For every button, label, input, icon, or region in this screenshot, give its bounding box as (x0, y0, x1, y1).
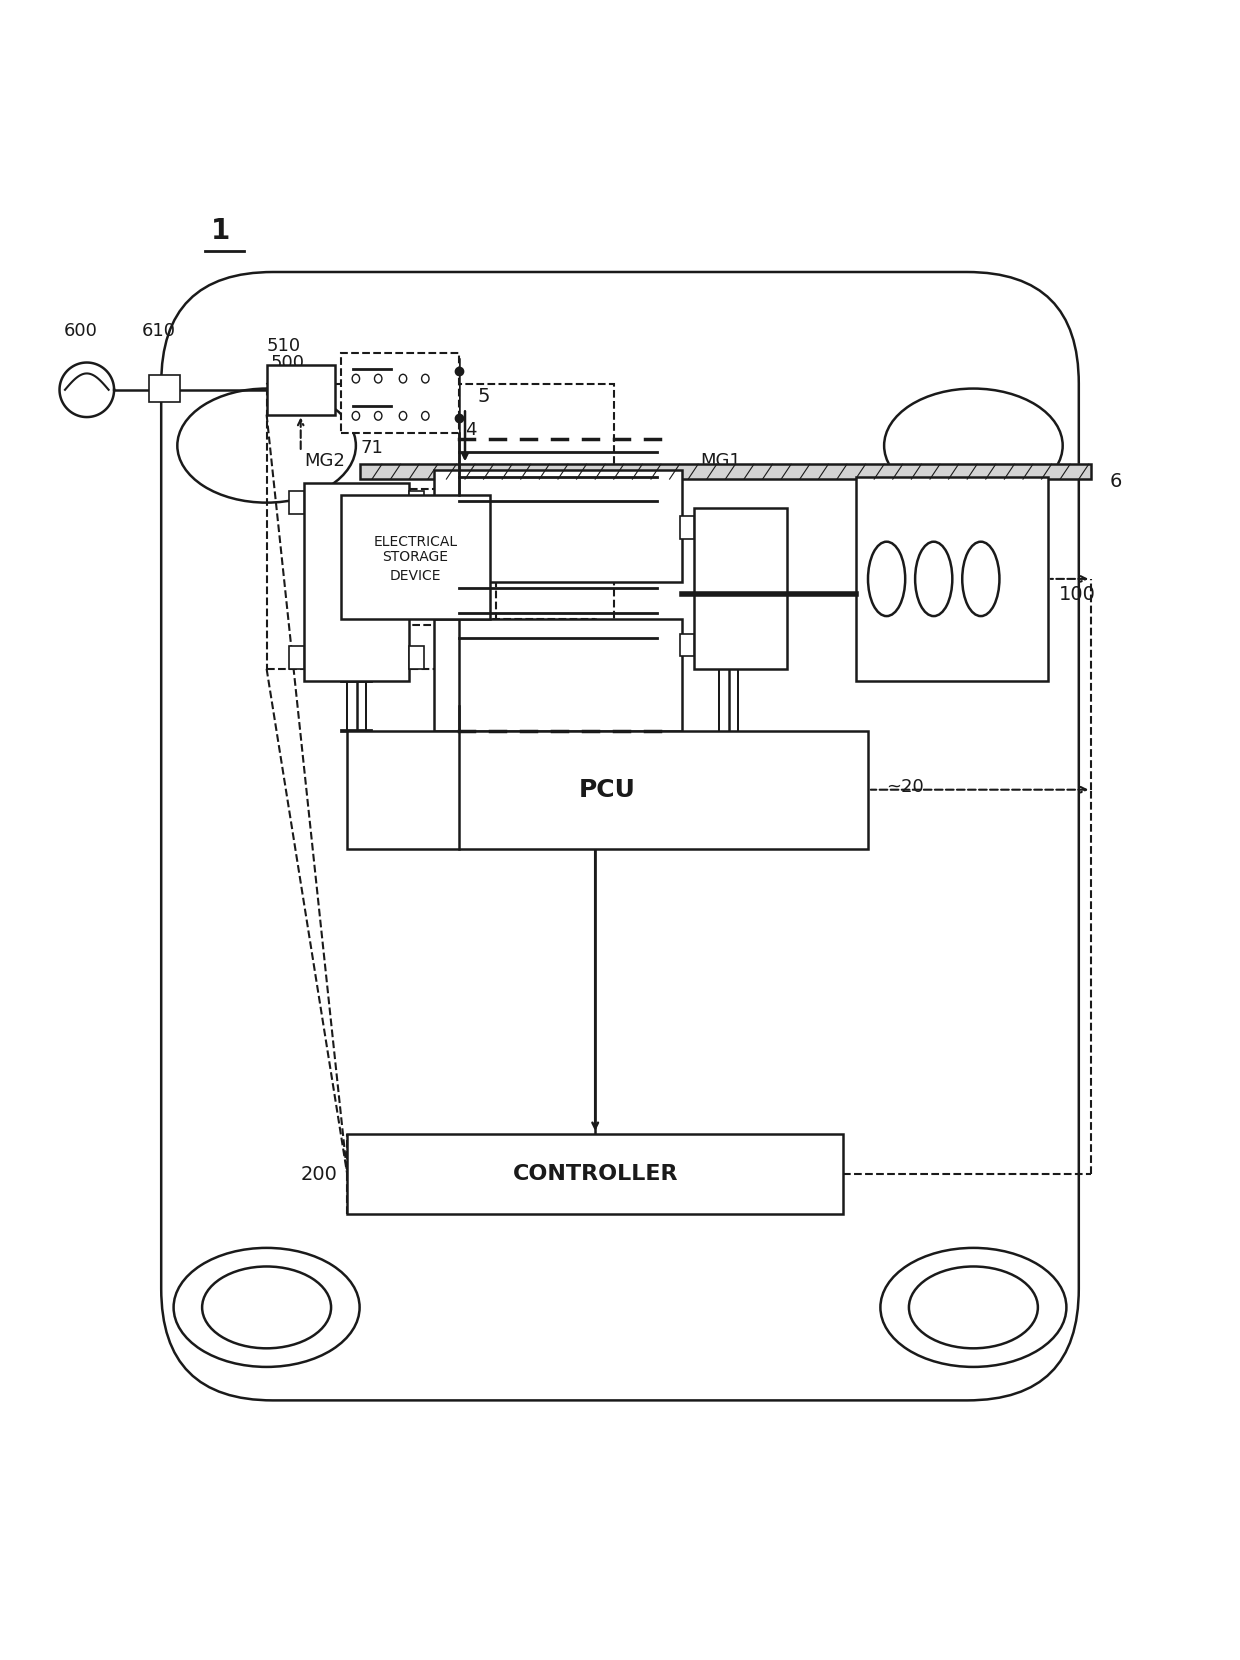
Text: ELECTRICAL: ELECTRICAL (373, 535, 458, 549)
Text: 4: 4 (465, 422, 476, 440)
Ellipse shape (374, 412, 382, 420)
Text: MG1: MG1 (701, 453, 742, 470)
Ellipse shape (202, 1267, 331, 1348)
Text: PCU: PCU (579, 777, 636, 802)
Ellipse shape (915, 541, 952, 616)
Ellipse shape (352, 374, 360, 383)
Ellipse shape (352, 412, 360, 420)
Text: 600: 600 (63, 322, 98, 340)
Ellipse shape (884, 388, 1063, 503)
Ellipse shape (422, 374, 429, 383)
Bar (304, 483, 409, 681)
Bar (289, 491, 304, 515)
Ellipse shape (962, 541, 999, 616)
Bar (434, 470, 682, 583)
Ellipse shape (909, 1267, 1038, 1348)
Bar (341, 352, 459, 433)
Text: 500: 500 (270, 354, 304, 372)
Bar (267, 365, 335, 415)
Text: STORAGE: STORAGE (382, 549, 449, 564)
Bar (856, 476, 1048, 681)
Text: 200: 200 (300, 1165, 337, 1184)
Ellipse shape (374, 374, 382, 383)
Ellipse shape (174, 1248, 360, 1366)
Ellipse shape (880, 1248, 1066, 1366)
Ellipse shape (422, 412, 429, 420)
FancyBboxPatch shape (161, 272, 1079, 1401)
Bar (694, 508, 787, 669)
Ellipse shape (868, 541, 905, 616)
Bar (149, 375, 180, 402)
Bar (680, 634, 694, 656)
Bar (347, 730, 868, 848)
Text: 510: 510 (267, 337, 301, 355)
Text: 6: 6 (1110, 471, 1122, 491)
Bar (409, 491, 424, 515)
Text: DEVICE: DEVICE (389, 569, 441, 583)
Ellipse shape (399, 412, 407, 420)
Bar (680, 516, 694, 538)
Bar (267, 383, 614, 669)
Text: 71: 71 (361, 440, 383, 458)
Text: B: B (316, 548, 329, 566)
Bar (289, 646, 304, 669)
Text: 5: 5 (477, 387, 490, 405)
Text: 100: 100 (1059, 584, 1096, 604)
Bar (341, 495, 490, 619)
Bar (347, 1134, 843, 1215)
Bar (335, 490, 496, 626)
Bar (360, 465, 1091, 480)
Text: CONTROLLER: CONTROLLER (512, 1164, 678, 1184)
Bar (409, 646, 424, 669)
Text: 610: 610 (141, 322, 176, 340)
Text: 1: 1 (211, 217, 231, 244)
Ellipse shape (399, 374, 407, 383)
Bar (434, 619, 682, 730)
Text: ~20: ~20 (887, 777, 924, 795)
Ellipse shape (177, 388, 356, 503)
Text: MG2: MG2 (304, 453, 345, 470)
